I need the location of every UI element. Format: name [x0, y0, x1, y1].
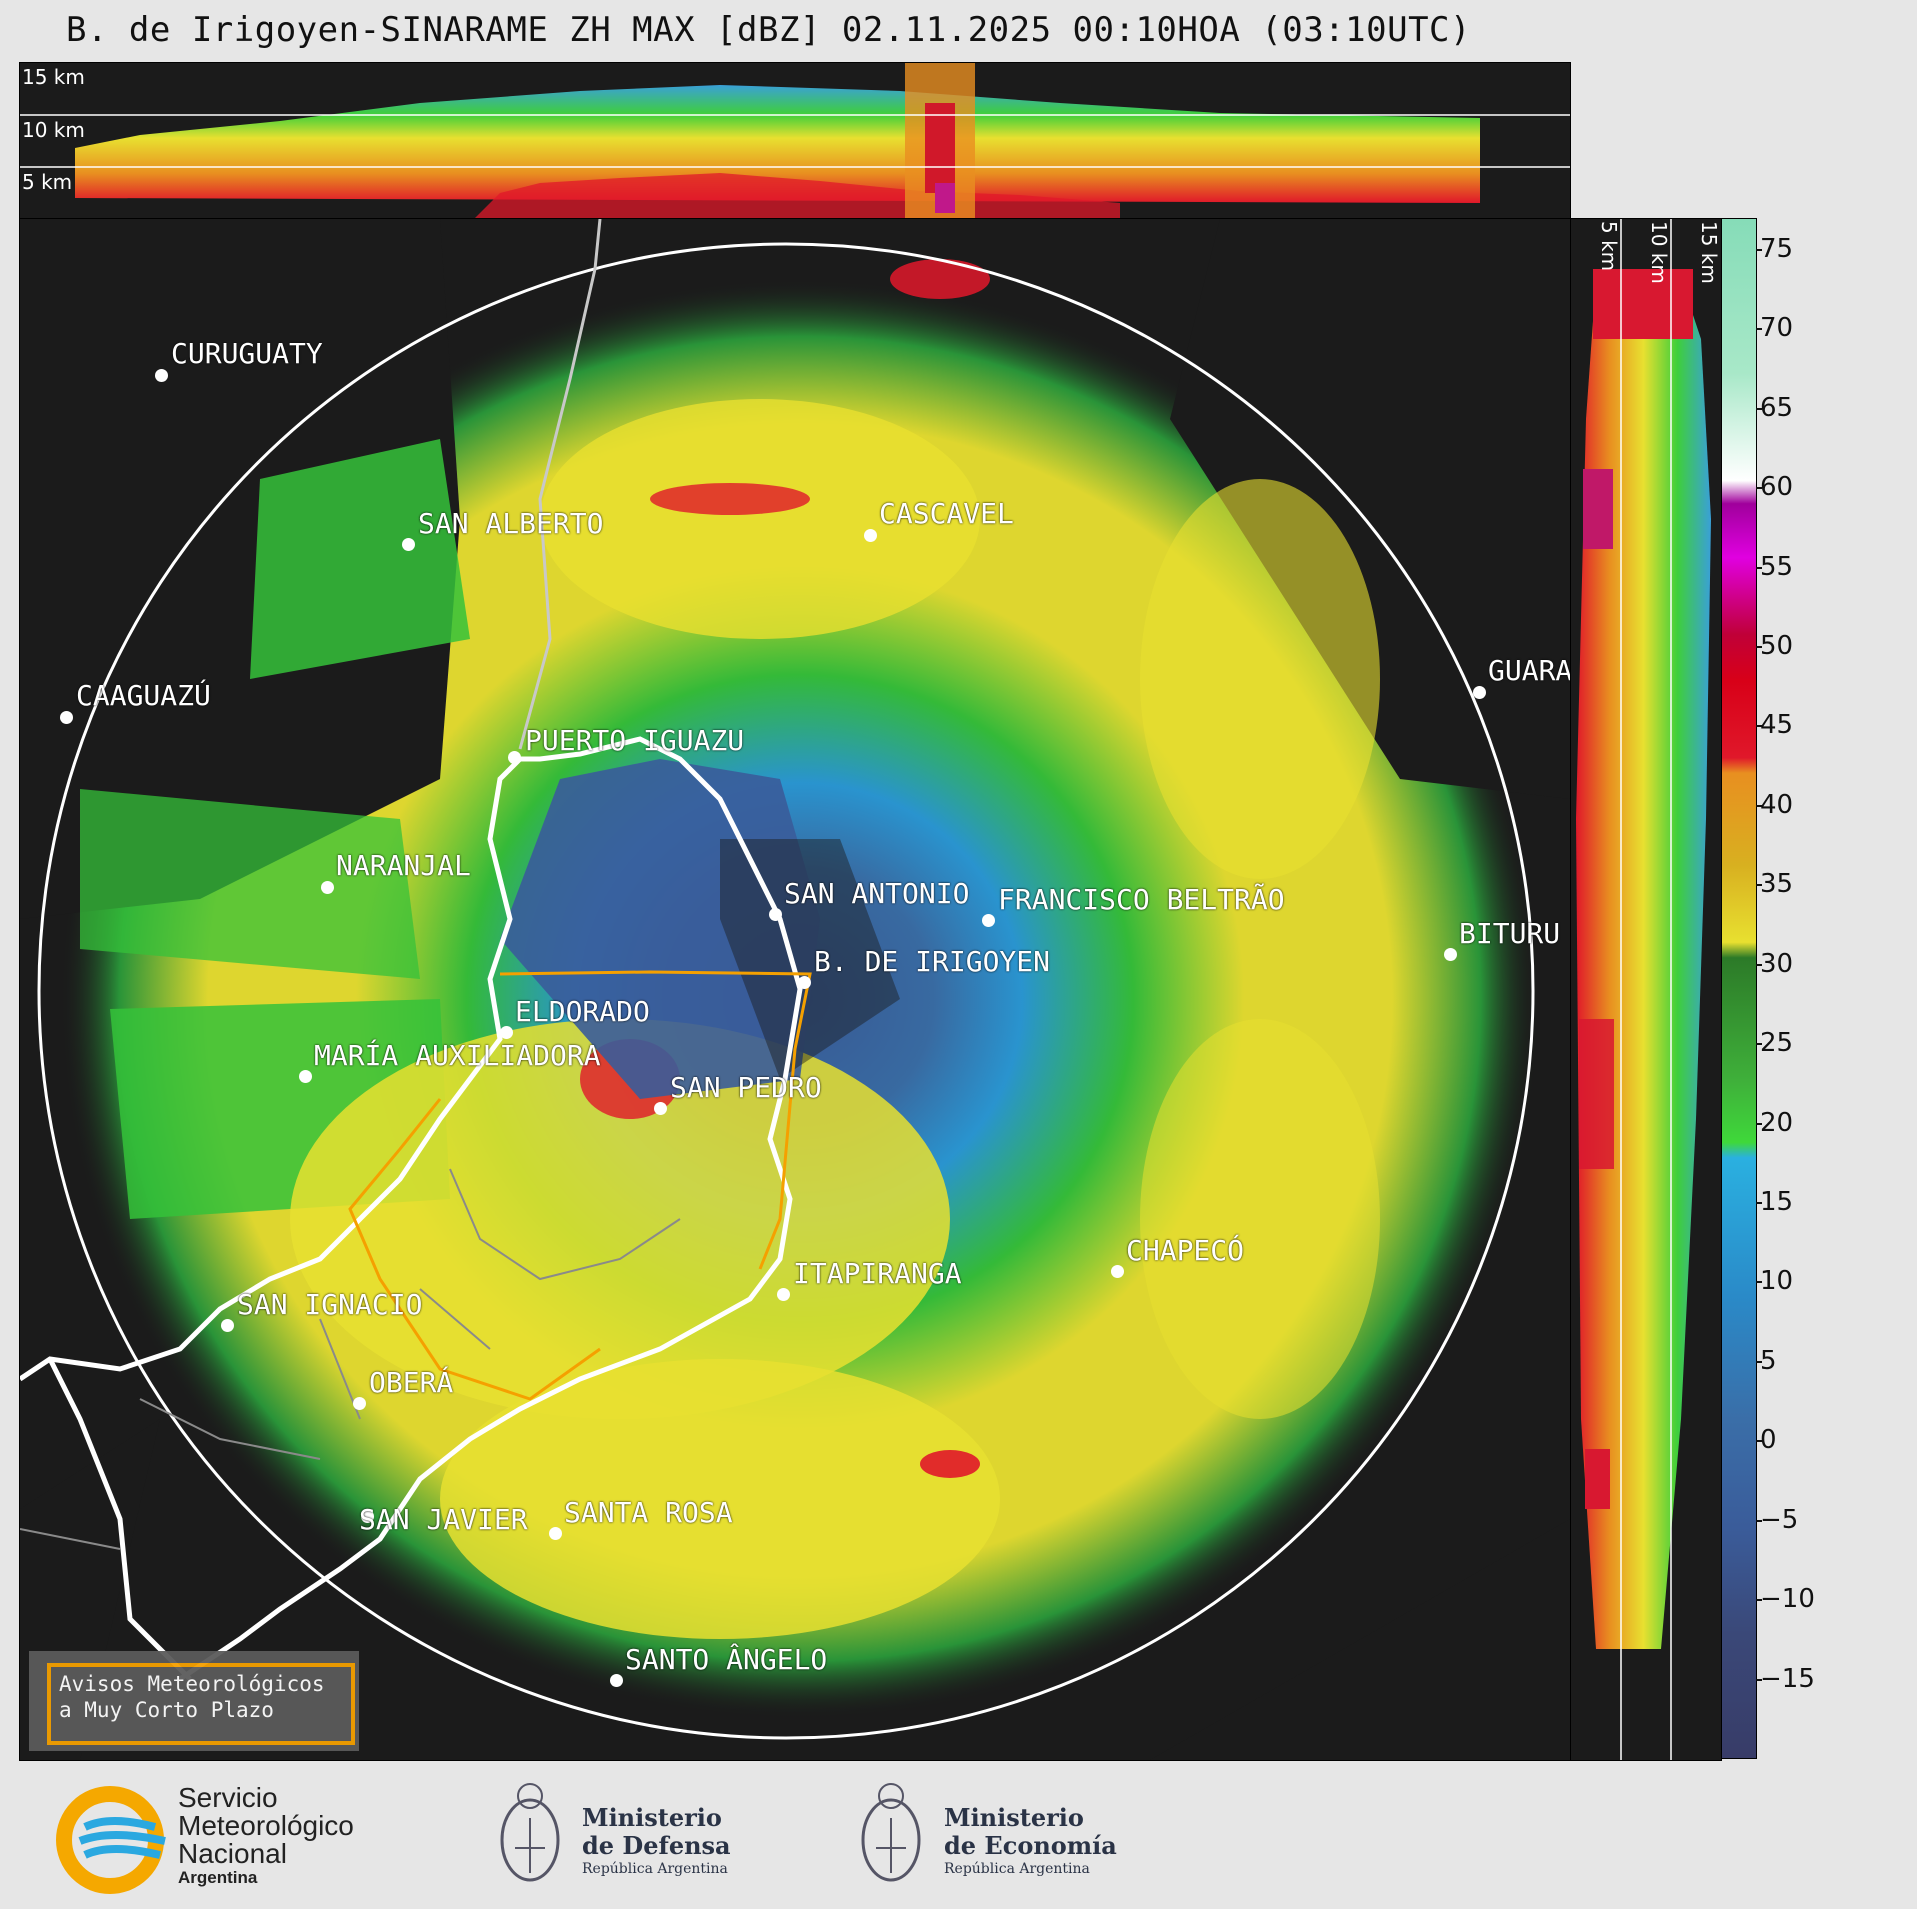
city-label-puerto-iguazu: PUERTO IGUAZU — [525, 724, 745, 757]
colorbar-tick-label: 25 — [1755, 1028, 1794, 1059]
city-label-b-de-irigoyen: B. DE IRIGOYEN — [814, 945, 1051, 978]
city-label-francisco-beltrao: FRANCISCO BELTRÃO — [998, 883, 1285, 916]
colorbar-tick-label: 60 — [1755, 472, 1794, 503]
colorbar-tick-label: 5 — [1756, 1345, 1777, 1376]
city-label-chapeco: CHAPECÓ — [1126, 1234, 1245, 1267]
city-dot-naranjal — [321, 881, 334, 894]
defensa-line-3: República Argentina — [582, 1861, 728, 1877]
city-label-eldorado: ELDORADO — [515, 995, 650, 1028]
colorbar-tick-label: 20 — [1755, 1107, 1794, 1138]
city-label-itapiranga: ITAPIRANGA — [793, 1257, 962, 1290]
top-height-label-10: 10 km — [22, 118, 85, 142]
city-label-santo-angelo: SANTO ÂNGELO — [625, 1643, 828, 1676]
legend-line-2: a Muy Corto Plazo — [59, 1698, 274, 1722]
defensa-seal-icon — [500, 1783, 560, 1882]
top-height-profile: 15 km 10 km 5 km — [19, 62, 1571, 219]
city-dot-chapeco — [1111, 1265, 1124, 1278]
city-label-san-ignacio: SAN IGNACIO — [237, 1288, 423, 1321]
colorbar-tick-label: 40 — [1755, 789, 1794, 820]
city-label-maria-auxiliadora: MARÍA AUXILIADORA — [314, 1039, 601, 1072]
city-dot-santo-angelo — [610, 1674, 623, 1687]
city-dot-itapiranga — [777, 1288, 790, 1301]
warnings-legend: Avisos Meteorológicos a Muy Corto Plazo — [29, 1651, 359, 1751]
colorbar-tick-label: 55 — [1755, 551, 1794, 582]
warnings-legend-frame: Avisos Meteorológicos a Muy Corto Plazo — [47, 1663, 355, 1745]
colorbar-tick-label: 35 — [1755, 869, 1794, 900]
city-dot-cascavel — [864, 529, 877, 542]
economia-line-1: Ministerio — [944, 1803, 1084, 1832]
legend-line-1: Avisos Meteorológicos — [59, 1672, 325, 1696]
city-dot-santa-rosa — [549, 1527, 562, 1540]
smn-line-3: Nacional — [178, 1838, 287, 1869]
city-dot-san-pedro — [654, 1102, 667, 1115]
footer-logos: Servicio Meteorológico Nacional Argentin… — [0, 1760, 1917, 1909]
city-dot-san-ignacio — [221, 1319, 234, 1332]
colorbar-tick-label: 65 — [1755, 392, 1794, 423]
colorbar-tick-label: 30 — [1755, 948, 1794, 979]
colorbar-tick-label: 0 — [1756, 1425, 1777, 1456]
side-profile-graphic — [1576, 219, 1711, 1760]
smn-line-4: Argentina — [178, 1868, 258, 1887]
city-label-naranjal: NARANJAL — [336, 849, 471, 882]
economia-seal-icon — [861, 1783, 921, 1882]
side-height-label-5: 5 km — [1597, 221, 1621, 272]
city-dot-bituru — [1444, 948, 1457, 961]
city-dot-b-de-irigoyen — [798, 976, 811, 989]
economia-logo-text: Ministerio de Economía República Argenti… — [944, 1804, 1117, 1878]
city-dot-caaguazu — [60, 711, 73, 724]
city-dot-maria-auxiliadora — [299, 1070, 312, 1083]
colorbar-tick-label: 70 — [1755, 313, 1794, 344]
city-label-caaguazu: CAAGUAZÚ — [76, 679, 211, 712]
city-dot-puerto-iguazu — [508, 751, 521, 764]
city-dot-san-antonio — [769, 908, 782, 921]
colorbar-tick-label: −5 — [1755, 1504, 1799, 1535]
side-height-label-15: 15 km — [1697, 221, 1721, 284]
city-label-san-alberto: SAN ALBERTO — [418, 507, 604, 540]
top-height-label-15: 15 km — [22, 65, 85, 89]
city-dot-san-javier — [361, 1510, 374, 1523]
city-label-san-pedro: SAN PEDRO — [670, 1071, 822, 1104]
colorbar-tick-label: 75 — [1755, 233, 1794, 264]
economia-line-2: de Economía — [944, 1831, 1117, 1860]
top-height-label-5: 5 km — [22, 170, 73, 194]
city-label-obera: OBERÁ — [369, 1366, 454, 1399]
colorbar-tick-label: 15 — [1755, 1186, 1794, 1217]
defensa-line-2: de Defensa — [582, 1831, 731, 1860]
smn-logo-icon — [56, 1786, 166, 1894]
colorbar-tick-label: 45 — [1755, 710, 1794, 741]
radar-echo-graphic — [20, 219, 1570, 1760]
map-title: B. de Irigoyen-SINARAME ZH MAX [dBZ] 02.… — [66, 10, 1471, 50]
dbz-colorbar — [1721, 218, 1757, 1759]
city-label-curuguaty: CURUGUATY — [171, 337, 323, 370]
city-label-san-antonio: SAN ANTONIO — [784, 877, 970, 910]
top-profile-graphic — [20, 63, 1570, 218]
city-label-san-javier: SAN JAVIER — [359, 1503, 528, 1536]
radar-map: CURUGUATY SAN ALBERTO CASCAVEL GUARA CAA… — [19, 218, 1571, 1761]
economia-line-3: República Argentina — [944, 1861, 1090, 1877]
city-dot-eldorado — [500, 1026, 513, 1039]
smn-line-2: Meteorológico — [178, 1810, 354, 1841]
city-label-bituru: BITURU — [1459, 917, 1561, 950]
defensa-logo-text: Ministerio de Defensa República Argentin… — [582, 1804, 731, 1878]
city-label-santa-rosa: SANTA ROSA — [564, 1496, 733, 1529]
smn-logo-text: Servicio Meteorológico Nacional Argentin… — [178, 1784, 354, 1888]
colorbar-tick-label: 50 — [1755, 630, 1794, 661]
city-dot-obera — [353, 1397, 366, 1410]
city-label-guara: GUARA — [1488, 654, 1571, 687]
colorbar-tick-label: 10 — [1755, 1266, 1794, 1297]
city-dot-san-alberto — [402, 538, 415, 551]
colorbar-tick-label: −10 — [1756, 1584, 1815, 1615]
side-height-label-10: 10 km — [1647, 221, 1671, 284]
city-dot-francisco-beltrao — [982, 914, 995, 927]
side-height-profile: 5 km 10 km 15 km — [1570, 218, 1722, 1761]
city-dot-curuguaty — [155, 369, 168, 382]
smn-line-1: Servicio — [178, 1782, 278, 1813]
defensa-line-1: Ministerio — [582, 1803, 722, 1832]
city-label-cascavel: CASCAVEL — [879, 497, 1014, 530]
colorbar-tick-label: −15 — [1756, 1663, 1815, 1694]
city-dot-guara — [1473, 686, 1486, 699]
